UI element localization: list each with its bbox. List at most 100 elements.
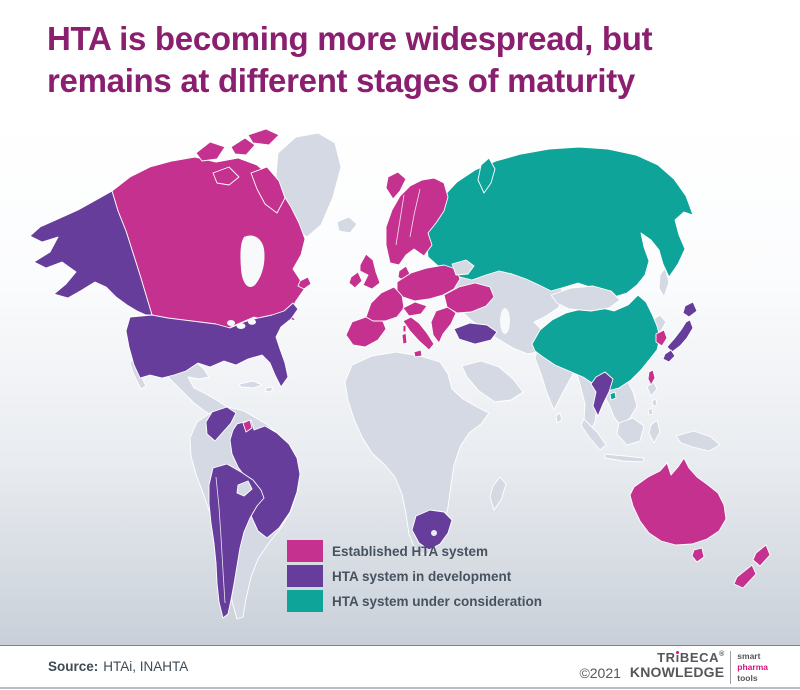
brand-tr: TR (657, 650, 676, 665)
great-lake-east (248, 319, 256, 325)
tagline-smart: smart (737, 651, 761, 661)
tasmania-shape (691, 547, 705, 563)
region-russia (425, 146, 694, 298)
sicily-shape (413, 349, 423, 358)
region-madagascar (489, 476, 507, 511)
brand-block: ©2021 TRiBECA® KNOWLEDGE smart pharma to… (579, 650, 768, 685)
legend-label-established: Established HTA system (332, 543, 489, 559)
tribeca-knowledge-logo: TRiBECA® KNOWLEDGE smart pharma tools (629, 650, 768, 685)
balkans-shape (430, 306, 457, 344)
legend-swatch-under-consideration (287, 590, 323, 612)
argentina-chile-shape (208, 463, 265, 619)
region-sri-lanka (555, 412, 563, 424)
region-africa (344, 351, 490, 556)
lesotho (431, 530, 437, 536)
region-iceland (336, 216, 358, 234)
arctic-island-mid (230, 137, 256, 156)
mindanao-shape (647, 407, 654, 416)
hokkaido-shape (682, 301, 698, 318)
tagline-tools: tools (737, 673, 758, 684)
logo-divider (730, 651, 732, 685)
kyushu-shape (662, 349, 676, 363)
region-australia (629, 457, 727, 563)
nz-north-island (752, 544, 771, 567)
region-new-guinea (675, 430, 721, 452)
region-belarus (451, 259, 475, 276)
alpine-shape (402, 301, 428, 317)
cuba-shape (238, 380, 263, 389)
legend-swatch-established (287, 540, 323, 562)
region-uk (359, 253, 381, 290)
region-western-central-europe (345, 264, 461, 358)
norway-sweden-border (395, 194, 405, 246)
central-europe-shape (396, 264, 461, 302)
borneo-shape (616, 417, 645, 446)
region-sakhalin (658, 267, 670, 298)
brand-line-tribeca: TRiBECA® (630, 650, 725, 665)
italy-shape (402, 316, 435, 351)
legend-item-established: Established HTA system (287, 540, 542, 562)
visayas-shape (651, 398, 658, 407)
russia-mainland (425, 146, 694, 298)
legend-item-in-development: HTA system in development (287, 565, 542, 587)
copyright: ©2021 (579, 665, 621, 682)
region-paraguay (236, 480, 253, 497)
registered-mark: ® (719, 651, 725, 658)
region-svalbard (385, 171, 407, 200)
victoria-island (212, 166, 240, 186)
legend-label-in-development: HTA system in development (332, 568, 512, 584)
region-new-zealand (733, 544, 771, 589)
newfoundland (297, 276, 312, 290)
sulawesi-shape (648, 419, 661, 444)
nz-south-island (733, 564, 757, 589)
scandinavia-shape (385, 177, 449, 266)
baffin-island (250, 166, 286, 214)
source-label: Source: (48, 659, 99, 674)
france-shape (365, 286, 405, 322)
brand-i-pink-dot: i (675, 650, 680, 665)
great-lake-mid (236, 323, 246, 329)
world-map (0, 118, 800, 645)
legend-swatch-in-development (287, 565, 323, 587)
legend: Established HTA system HTA system in dev… (287, 540, 542, 615)
sardinia-shape (401, 332, 408, 345)
region-mongolia (550, 285, 621, 312)
caspian-sea (500, 308, 510, 334)
logo-tagline: smart pharma tools (737, 651, 768, 684)
legend-item-under-consideration: HTA system under consideration (287, 590, 542, 612)
bottom-rule (0, 687, 800, 689)
region-south-korea (655, 329, 668, 347)
hainan-shape (609, 391, 617, 401)
chile-argentina-border (215, 476, 226, 604)
region-turkey (453, 322, 498, 345)
region-usa (125, 302, 299, 388)
tagline-pharma: pharma (737, 662, 768, 673)
great-lake-west (227, 320, 235, 326)
ellesmere-island (247, 128, 280, 146)
region-brazil (229, 419, 301, 539)
java-shape (604, 453, 645, 463)
region-scandinavia (385, 177, 449, 266)
australia-mainland (629, 457, 727, 546)
brand-beca: BECA (679, 650, 720, 665)
region-ireland (348, 271, 363, 289)
source-value: HTAi, INAHTA (103, 659, 189, 674)
hispaniola-shape (264, 386, 274, 393)
region-caribbean (238, 380, 274, 393)
region-taiwan (647, 369, 656, 386)
region-colombia (205, 406, 237, 442)
region-indonesia (580, 417, 661, 463)
region-south-africa (411, 509, 453, 551)
region-japan (662, 301, 698, 363)
sumatra-shape (580, 418, 607, 451)
corsica-shape (402, 324, 407, 333)
region-middle-east (461, 360, 524, 403)
region-ukraine (443, 282, 495, 314)
world-map-svg (29, 128, 771, 620)
honshu-shape (666, 319, 694, 353)
region-argentina-chile (208, 463, 265, 619)
source-line: Source: HTAi, INAHTA (48, 659, 188, 674)
arctic-island-west (195, 141, 226, 162)
brand-line-knowledge: KNOWLEDGE (629, 664, 725, 681)
